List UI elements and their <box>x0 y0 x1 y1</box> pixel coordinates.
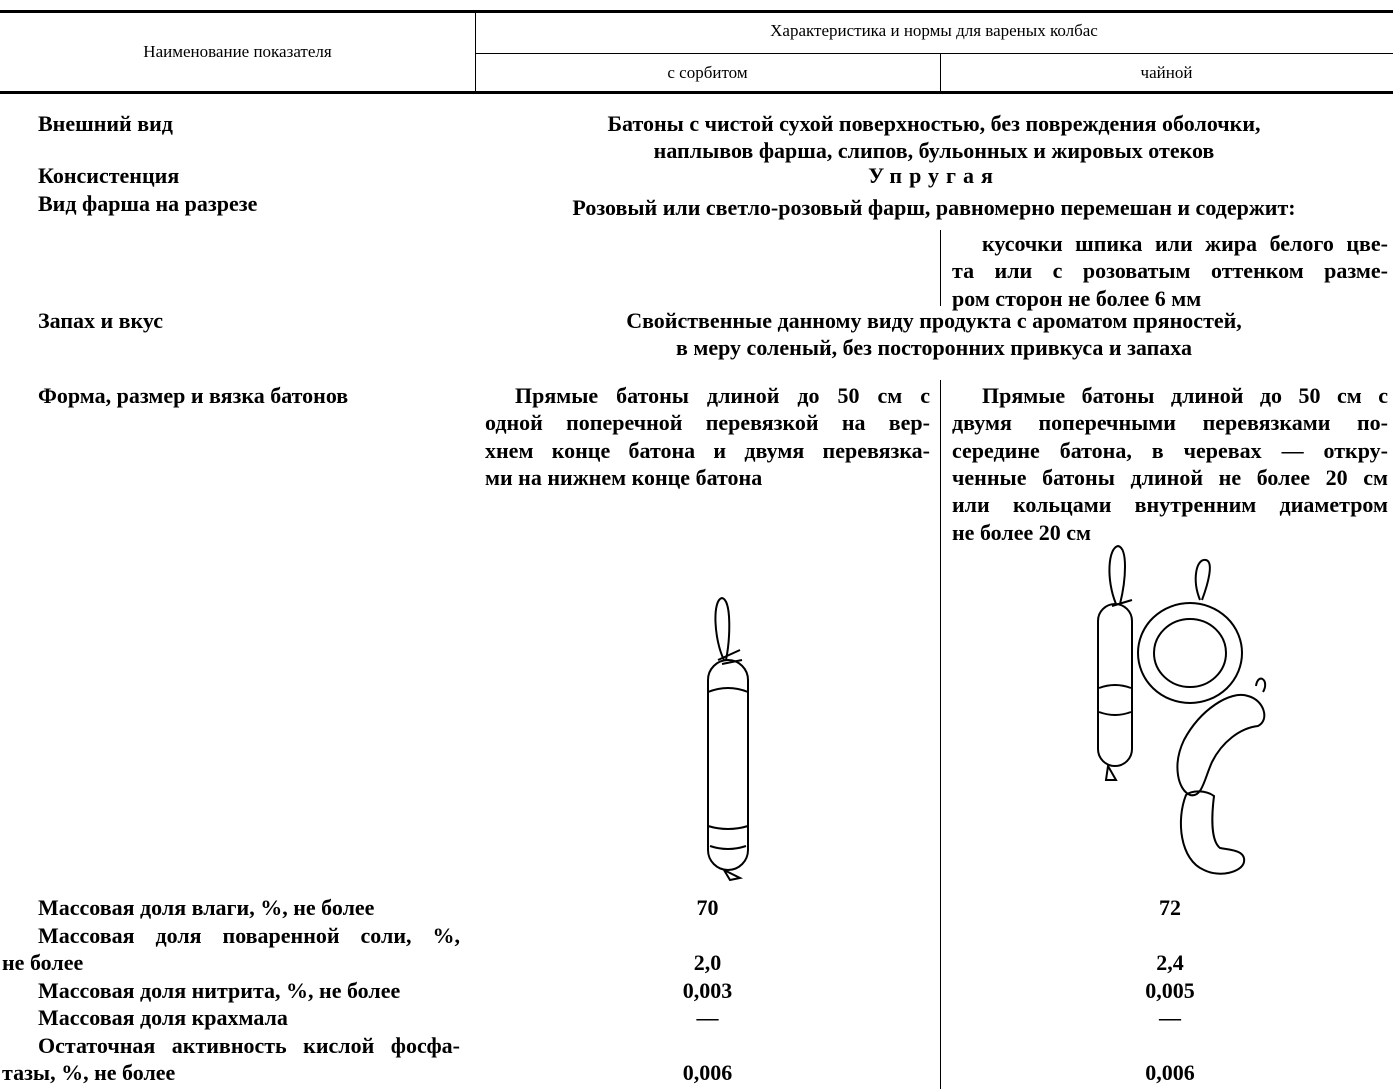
rule <box>0 10 1393 13</box>
cell-text: кусочки шпика или жира белого цве- <box>982 231 1388 256</box>
cell-text: не более 20 см <box>952 519 1091 545</box>
cell-text: двумя поперечными перевязками по- <box>952 410 1388 436</box>
header-cell: с сорбитом <box>667 63 748 82</box>
cell-text: Прямые батоны длиной до 50 см с <box>982 383 1388 408</box>
row-label: Форма, размер и вязка батонов <box>38 383 349 408</box>
cell-text: ченные батоны длиной не более 20 см <box>952 464 1388 490</box>
rule <box>940 53 941 92</box>
cell-text: наплывов фарша, слипов, бульонных и жиро… <box>653 138 1215 164</box>
header-cell: Наименование показателя <box>143 42 332 61</box>
row-label: не более <box>2 950 84 976</box>
cell-value: — <box>696 1005 719 1030</box>
cell-text: ми на нижнем конце батона <box>485 464 763 490</box>
cell-value: 2,0 <box>693 950 722 976</box>
cell-value: 0,003 <box>682 978 733 1003</box>
cell-value: 0,006 <box>682 1060 733 1086</box>
cell-text: хнем конце батона и двумя перевязка- <box>485 437 930 463</box>
rule <box>940 380 941 1089</box>
row-label: Массовая доля крахмала <box>38 1005 288 1030</box>
cell-text: Розовый или светло-розовый фарш, равноме… <box>572 195 1296 220</box>
cell-text: Упругая <box>868 163 1000 188</box>
cell-text: Батоны с чистой сухой поверхностью, без … <box>607 111 1261 136</box>
cell-text: в меру соленый, без посторонних привкуса… <box>675 335 1193 361</box>
rule <box>475 12 476 92</box>
cell-text: ром сторон не более 6 мм <box>952 285 1202 311</box>
cell-text: Прямые батоны длиной до 50 см с <box>515 383 930 408</box>
cell-text: та или с розоватым оттенком разме- <box>952 258 1388 284</box>
cell-text: Свойственные данному виду продукта с аро… <box>626 308 1242 333</box>
cell-value: 70 <box>696 895 719 920</box>
rule <box>475 53 1393 54</box>
cell-value: 0,005 <box>1145 978 1195 1003</box>
row-label: Вид фарша на разрезе <box>38 191 258 216</box>
rule <box>0 91 1393 94</box>
row-label: Массовая доля поваренной соли, %, <box>38 923 460 948</box>
cell-value: 2,4 <box>1156 950 1184 976</box>
cell-text: или кольцами внутренним диаметром <box>952 492 1388 518</box>
header-cell: Характеристика и нормы для вареных колба… <box>770 21 1098 40</box>
rule <box>940 230 941 306</box>
row-label: Внешний вид <box>38 111 173 136</box>
cell-text: середине батона, в черевах — откру- <box>952 437 1388 463</box>
cell-value: — <box>1159 1005 1181 1030</box>
header-cell: чайной <box>1140 63 1193 82</box>
cell-value: 72 <box>1159 895 1181 920</box>
cell-text: одной поперечной перевязкой на вер- <box>485 410 930 436</box>
cell-value: 0,006 <box>1145 1060 1195 1086</box>
row-label: тазы, %, не более <box>2 1060 176 1086</box>
row-label: Консистенция <box>38 163 180 188</box>
row-label: Остаточная активность кислой фосфа- <box>38 1033 460 1058</box>
row-label: Массовая доля нитрита, %, не более <box>38 978 401 1003</box>
row-label: Запах и вкус <box>38 308 164 333</box>
row-label: Массовая доля влаги, %, не более <box>38 895 375 920</box>
